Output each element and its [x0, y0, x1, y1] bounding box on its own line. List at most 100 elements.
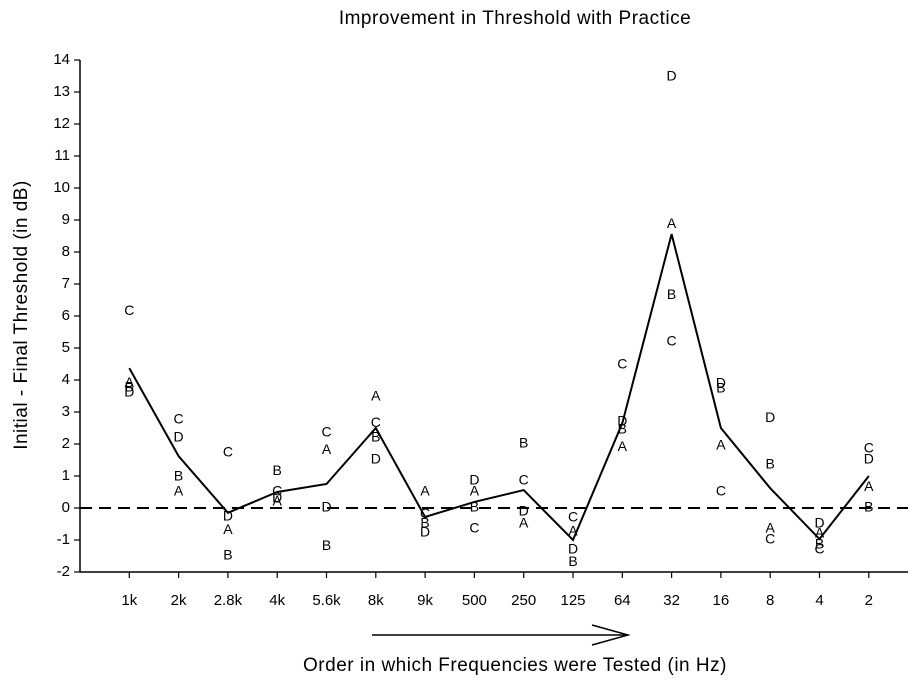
subject-marker: C: [272, 483, 282, 499]
subject-marker: A: [371, 388, 381, 404]
y-tick-label: 14: [53, 51, 70, 68]
subject-marker: C: [617, 356, 627, 372]
subject-marker: D: [814, 515, 824, 531]
x-tick-label: 9k: [417, 592, 433, 609]
subject-marker: C: [223, 444, 233, 460]
subject-marker: B: [125, 379, 134, 395]
subject-marker: A: [568, 523, 578, 539]
x-tick-label: 16: [713, 592, 730, 609]
subject-marker: D: [272, 489, 282, 505]
y-tick-label: 7: [62, 275, 70, 292]
subject-marker: A: [815, 524, 825, 540]
subject-marker: C: [864, 440, 874, 456]
subject-marker: D: [371, 451, 381, 467]
subject-marker: A: [174, 483, 184, 499]
subject-marker: C: [174, 411, 184, 427]
subject-marker: B: [667, 286, 676, 302]
y-tick-label: 5: [62, 339, 70, 356]
x-tick-label: 250: [511, 592, 536, 609]
subject-marker: B: [815, 536, 824, 552]
subject-marker: B: [174, 468, 183, 484]
x-tick-label: 4: [815, 592, 823, 609]
subject-marker: C: [420, 505, 430, 521]
y-tick-label: 6: [62, 307, 70, 324]
y-tick-label: -2: [57, 563, 70, 580]
x-tick-label: 8k: [368, 592, 384, 609]
subject-marker: C: [321, 424, 331, 440]
subject-marker: D: [716, 375, 726, 391]
subject-marker: B: [223, 547, 232, 563]
subject-marker: C: [568, 508, 578, 524]
subject-marker: A: [470, 483, 480, 499]
subject-marker: C: [814, 540, 824, 556]
y-tick-label: 0: [62, 499, 70, 516]
x-tick-label: 32: [663, 592, 680, 609]
x-axis-label: Order in which Frequencies were Tested (…: [303, 655, 727, 676]
subject-marker: A: [125, 374, 135, 390]
y-tick-label: 3: [62, 403, 70, 420]
subject-marker: C: [469, 520, 479, 536]
subject-marker: D: [568, 540, 578, 556]
subject-marker: A: [223, 521, 233, 537]
subject-marker: B: [618, 420, 627, 436]
subject-marker: B: [322, 537, 331, 553]
x-tick-label: 125: [560, 592, 585, 609]
y-axis-label: Initial - Final Threshold (in dB): [11, 180, 32, 450]
subject-marker: A: [716, 437, 726, 453]
y-tick-label: 4: [62, 371, 70, 388]
subject-marker: C: [371, 414, 381, 430]
y-tick-label: -1: [57, 531, 70, 548]
subject-marker: B: [864, 499, 873, 515]
subject-marker: C: [765, 531, 775, 547]
subject-marker: D: [864, 451, 874, 467]
subject-marker: B: [470, 499, 479, 515]
x-tick-label: 5.6k: [312, 592, 341, 609]
chart-title: Improvement in Threshold with Practice: [339, 8, 691, 29]
y-tick-label: 10: [53, 179, 70, 196]
subject-marker: D: [174, 428, 184, 444]
subject-marker: D: [617, 412, 627, 428]
subject-marker: B: [420, 515, 429, 531]
subject-marker: B: [766, 456, 775, 472]
x-tick-label: 2: [865, 592, 873, 609]
subject-marker: C: [519, 472, 529, 488]
order-arrow: [372, 624, 631, 646]
y-tick-label: 11: [54, 147, 70, 164]
mean-line: [128, 233, 870, 542]
y-tick-label: 1: [62, 467, 70, 484]
subject-marker: B: [273, 462, 282, 478]
subject-marker: D: [223, 508, 233, 524]
subject-marker: B: [568, 553, 577, 569]
x-tick-label: 2.8k: [214, 592, 243, 609]
y-tick-label: 12: [53, 115, 70, 132]
subject-marker: A: [273, 492, 283, 508]
subject-marker: B: [716, 380, 725, 396]
subject-marker: A: [322, 441, 332, 457]
subject-marker: A: [420, 483, 430, 499]
subject-marker: C: [667, 332, 677, 348]
x-tick-label: 1k: [121, 592, 137, 609]
y-tick-label: 13: [53, 83, 70, 100]
y-tick-label: 8: [62, 243, 70, 260]
subject-marker: D: [321, 499, 331, 515]
subject-marker: D: [124, 384, 134, 400]
y-tick-label: 2: [62, 435, 70, 452]
subject-marker: A: [766, 520, 776, 536]
x-tick-label: 64: [614, 592, 631, 609]
subject-marker: C: [716, 483, 726, 499]
subject-marker: D: [420, 524, 430, 540]
subject-marker: D: [519, 503, 529, 519]
subject-marker: A: [864, 478, 874, 494]
y-tick-label: 9: [62, 211, 70, 228]
subject-marker: D: [765, 409, 775, 425]
subject-marker: B: [519, 435, 528, 451]
x-tick-label: 4k: [269, 592, 285, 609]
subject-marker: A: [667, 215, 677, 231]
subject-marker: B: [371, 428, 380, 444]
x-tick-label: 500: [462, 592, 487, 609]
x-tick-label: 2k: [171, 592, 187, 609]
subject-marker: C: [124, 302, 134, 318]
subject-marker: D: [667, 68, 677, 84]
x-tick-label: 8: [766, 592, 774, 609]
